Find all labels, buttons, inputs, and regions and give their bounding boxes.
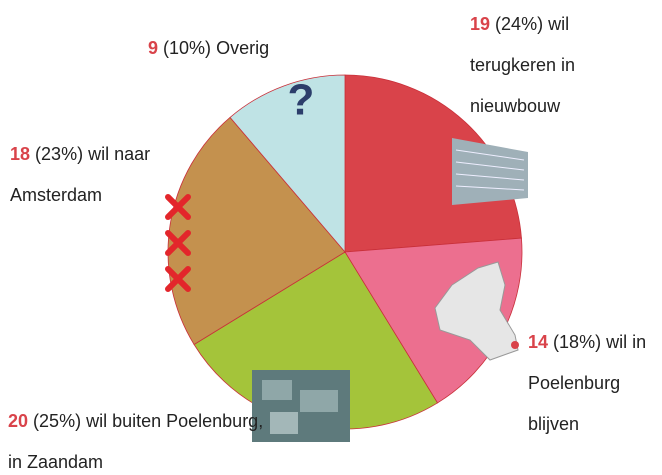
percent-label: (18%) bbox=[553, 332, 601, 352]
percent-label: (23%) bbox=[35, 144, 83, 164]
slice-label: 14 (18%) wil in Poelenburg blijven bbox=[528, 322, 658, 445]
slice-label: 18 (23%) wil naar Amsterdam bbox=[10, 134, 160, 216]
value-label: 9 bbox=[148, 38, 158, 58]
building-photo bbox=[452, 138, 528, 205]
slice-label: 9 (10%) Overig bbox=[148, 28, 348, 69]
slice-label: 19 (24%) wil terugkeren in nieuwbouw bbox=[470, 4, 640, 127]
percent-label: (24%) bbox=[495, 14, 543, 34]
value-label: 18 bbox=[10, 144, 30, 164]
slice-label: 20 (25%) wil buiten Poelenburg, in Zaand… bbox=[8, 401, 273, 475]
chart: ? 19 (24%) wil terugkeren in nieuwbouw 14… bbox=[0, 0, 662, 475]
percent-label: (25%) bbox=[33, 411, 81, 431]
category-label: Overig bbox=[216, 38, 269, 58]
value-label: 19 bbox=[470, 14, 490, 34]
value-label: 14 bbox=[528, 332, 548, 352]
question-icon: ? bbox=[288, 76, 315, 125]
percent-label: (10%) bbox=[163, 38, 211, 58]
value-label: 20 bbox=[8, 411, 28, 431]
